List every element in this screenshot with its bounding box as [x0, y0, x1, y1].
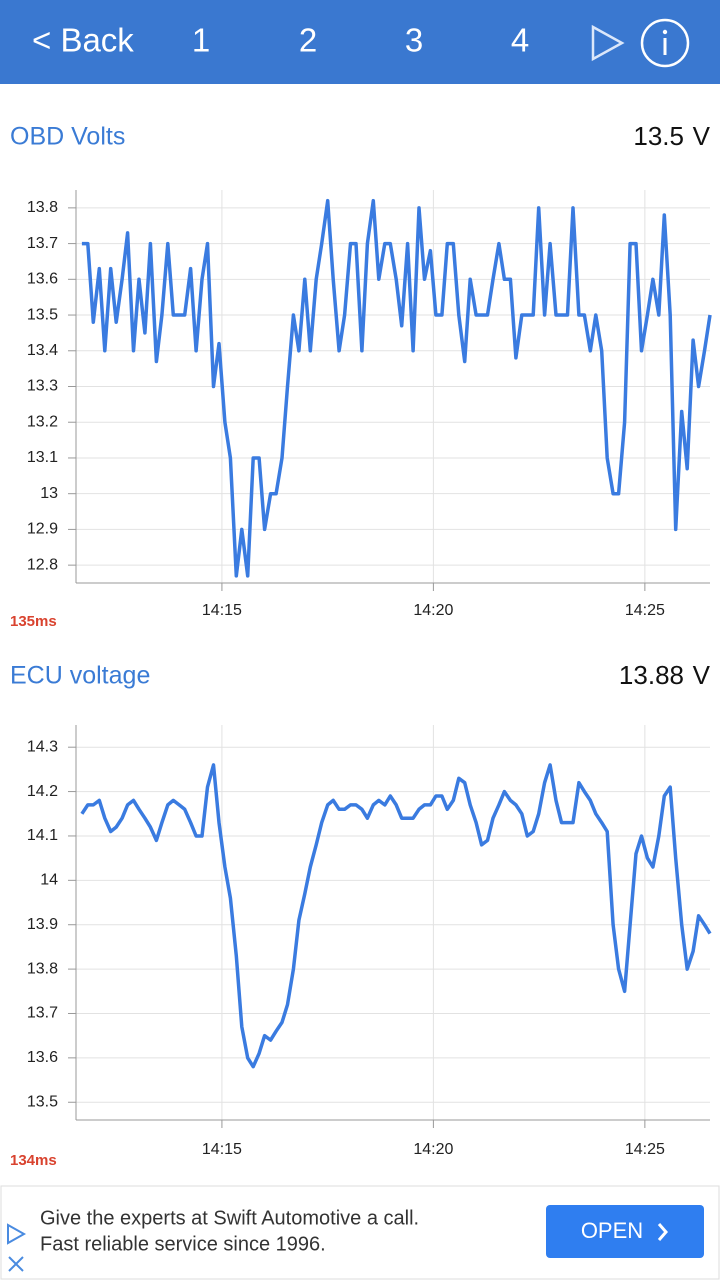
y-tick-label: 13.8: [27, 960, 58, 977]
y-tick-label: 13.8: [27, 199, 58, 216]
chart-title: OBD Volts: [10, 123, 125, 151]
x-tick-label: 14:20: [413, 1141, 453, 1158]
y-tick-label: 13.9: [27, 916, 58, 933]
ad-text: Give the experts at Swift Automotive a c…: [40, 1207, 419, 1229]
tab[interactable]: 3: [405, 22, 423, 59]
data-line: [81, 198, 712, 578]
latency: 135ms: [10, 613, 57, 630]
x-tick-label: 14:25: [625, 602, 665, 619]
charts: OBD Volts V 13.5 12.8 12.9 13 13.1 13.2 13.3 13.4…: [10, 121, 712, 1169]
x-tick-label: 14:15: [202, 1141, 242, 1158]
y-tick-label: 13.5: [27, 306, 58, 323]
x-tick-label: 14:15: [202, 602, 242, 619]
reading-value: 13.88: [619, 660, 684, 690]
ad-choices-icon[interactable]: [7, 1223, 27, 1245]
chart-title: ECU voltage: [10, 662, 150, 690]
nav-bar: [0, 0, 720, 84]
tab[interactable]: 2: [299, 22, 317, 59]
y-tick-label: 14.3: [27, 738, 58, 755]
ad-chevron: [657, 1223, 668, 1241]
y-tick-label: 13: [40, 485, 58, 502]
y-tick-label: 13.2: [27, 413, 58, 430]
play-button[interactable]: [591, 24, 625, 62]
tab[interactable]: 1: [192, 22, 210, 59]
reading-unit: V: [693, 660, 711, 690]
x-tick-label: 14:25: [625, 1141, 665, 1158]
reading-unit: V: [693, 121, 711, 151]
reading-value: 13.5: [633, 121, 684, 151]
y-tick-label: 12.9: [27, 521, 58, 538]
y-tick-label: 14.1: [27, 827, 58, 844]
info-dot: [662, 29, 668, 35]
y-tick-label: 14: [40, 872, 58, 889]
y-tick-label: 13.7: [27, 235, 58, 252]
y-tick-label: 13.5: [27, 1093, 58, 1110]
y-tick-label: 13.6: [27, 271, 58, 288]
y-tick-label: 13.3: [27, 378, 58, 395]
back-button[interactable]: < Back: [32, 22, 134, 59]
data-line: [80, 763, 712, 1069]
y-tick-label: 12.8: [27, 556, 58, 573]
y-tick-label: 13.7: [27, 1005, 58, 1022]
y-tick-label: 13.6: [27, 1049, 58, 1066]
info-button[interactable]: [640, 18, 690, 68]
y-tick-label: 13.4: [27, 342, 58, 359]
info-stem: [663, 38, 667, 55]
ad-button[interactable]: [546, 1205, 704, 1258]
ad-text: Fast reliable service since 1996.: [40, 1233, 326, 1255]
ad-button-label: OPEN: [581, 1218, 643, 1243]
latency: 134ms: [10, 1152, 57, 1169]
y-tick-label: 13.1: [27, 449, 58, 466]
x-tick-label: 14:20: [413, 602, 453, 619]
ad-close-icon[interactable]: [8, 1256, 24, 1272]
y-tick-label: 14.2: [27, 783, 58, 800]
tab[interactable]: 4: [511, 22, 529, 59]
info-circle: [640, 18, 690, 68]
